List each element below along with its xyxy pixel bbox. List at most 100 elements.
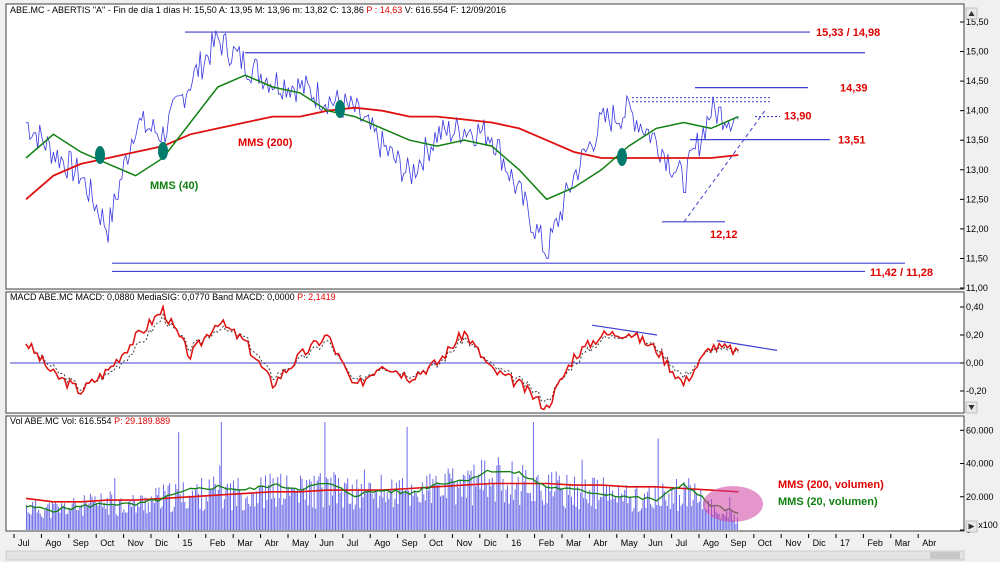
volume-bar [128,501,129,530]
volume-bar [204,509,206,530]
volume-bar [350,503,352,530]
price-y-tick-label: 15,50 [966,17,989,27]
volume-bar [567,494,569,530]
volume-bar [721,513,723,530]
volume-bar [415,493,417,530]
volume-bar [187,507,189,530]
x-tick-label: Jul [18,538,30,548]
volume-bar [572,504,574,530]
volume-bar [328,505,330,530]
crossover-marker [335,100,345,118]
volume-bar [344,482,346,530]
volume-bar [523,481,525,530]
volume-bar [58,506,59,530]
price-line [25,30,739,259]
volume-bar [252,493,254,530]
volume-bar [257,503,259,530]
volume-bar [161,506,163,530]
volume-bar [619,496,621,530]
volume-bar [313,475,315,530]
volume-bar [216,494,218,530]
volume-bar [434,484,435,530]
x-tick-label: Sep [730,538,746,548]
volume-bar [659,505,661,530]
volume-bar [120,498,122,530]
volume-bar [542,500,543,530]
volume-bar [564,508,566,530]
price-horizontal-levels [112,31,905,273]
volume-bar [662,483,664,530]
volume-bar [102,507,104,530]
scroll-down-arrow-icon[interactable] [965,401,978,414]
volume-bar [332,495,333,530]
scroll-up-arrow-icon[interactable] [965,7,978,20]
volume-bar [429,473,431,530]
volume-bar [112,505,114,530]
volume-bar [491,477,493,530]
volume-bar [293,488,295,530]
volume-bar [321,487,323,530]
level-label-1439: 14,39 [840,83,868,95]
volume-bar [226,483,228,530]
volume-bar [452,468,454,530]
price-y-tick-label: 15,00 [966,47,989,57]
volume-bar [402,477,403,530]
volume-bar [39,513,41,530]
volume-bar [455,504,457,530]
volume-bar [577,486,578,530]
volume-bar [286,475,288,530]
volume-bar [724,516,726,530]
horizontal-scrollbar[interactable] [5,550,965,561]
volume-bar [88,503,90,530]
volume-bar [694,483,696,530]
price-y-tick-label: 12,50 [966,194,989,204]
volume-bar [444,473,446,530]
volume-bar [42,518,44,530]
volume-bar [160,508,161,530]
volume-bar [354,504,356,530]
macd-panel [5,291,965,414]
volume-bar [359,508,361,530]
x-tick-label: Oct [758,538,773,548]
volume-y-tick-label: 40.000 [966,459,994,469]
volume-bar [167,485,169,530]
scroll-right-arrow-icon[interactable] [965,520,978,533]
volume-bar [333,472,335,530]
volume-bar [254,506,256,530]
volume-bar [519,505,521,530]
volume-bar [362,497,364,530]
volume-bar [532,422,534,530]
volume-bar [703,500,705,530]
volume-bar [621,493,623,530]
macd-y-axis: 0,40 0,20 0,00 -0,20 [960,302,987,396]
volume-bar [327,479,329,530]
volume-bar [484,460,486,530]
volume-bar [300,475,301,530]
volume-bar [335,474,336,530]
volume-bar [199,508,201,530]
level-label-1142-1128: 11,42 / 11,28 [870,267,933,279]
volume-bar [566,474,568,530]
volume-bar [689,484,691,530]
volume-bar [170,512,172,530]
volume-bar [303,487,304,530]
volume-bar [322,507,324,530]
x-tick-label: Jun [648,538,663,548]
volume-bar [531,501,533,530]
level-label-1351: 13,51 [838,135,866,147]
volume-bar [377,507,379,530]
volume-bar [616,502,618,530]
volume-bar [575,506,577,530]
price-header-part: V: 616.554 F: 12/09/2016 [402,5,506,15]
volume-bar [242,510,244,530]
volume-bar [683,481,685,530]
x-tick-label: Ago [374,538,390,548]
volume-bar [373,498,375,530]
volume-bar [437,484,438,530]
volume-bar [653,508,655,530]
volume-bar [595,508,597,530]
volume-bar [368,482,370,530]
volume-bar [370,483,371,530]
scrollbar-thumb[interactable] [930,552,960,559]
